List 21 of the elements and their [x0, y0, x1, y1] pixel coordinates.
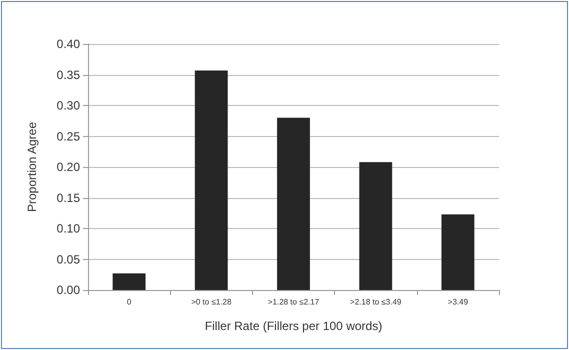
y-tick-label: 0.10 — [56, 222, 80, 236]
y-tick-label: 0.30 — [56, 98, 80, 112]
y-tick-label: 0.40 — [56, 37, 80, 51]
y-tick-label: 0.35 — [56, 68, 80, 82]
x-tick-label: 0 — [126, 298, 132, 306]
x-tick-label: >1.28 to ≤2.17 — [268, 298, 320, 306]
x-tick-label: >0 to ≤1.28 — [191, 298, 232, 306]
y-tick-label: 0.05 — [56, 252, 80, 266]
bar — [277, 118, 310, 290]
y-tick-label: 0.20 — [56, 160, 80, 174]
y-tick-label: 0.15 — [56, 190, 80, 205]
x-tick-label: >2.18 to ≤3.49 — [350, 298, 402, 306]
y-tick-label: 0.25 — [56, 129, 80, 144]
y-axis-title: Proportion Agree — [25, 122, 39, 212]
y-tick-label: 0.00 — [56, 283, 80, 297]
bar — [194, 70, 228, 290]
bar — [112, 273, 146, 290]
x-axis-title: Filler Rate (Fillers per 100 words) — [204, 319, 382, 333]
bar — [441, 214, 474, 290]
x-tick-label: >3.49 — [448, 298, 469, 306]
bar — [359, 162, 392, 290]
